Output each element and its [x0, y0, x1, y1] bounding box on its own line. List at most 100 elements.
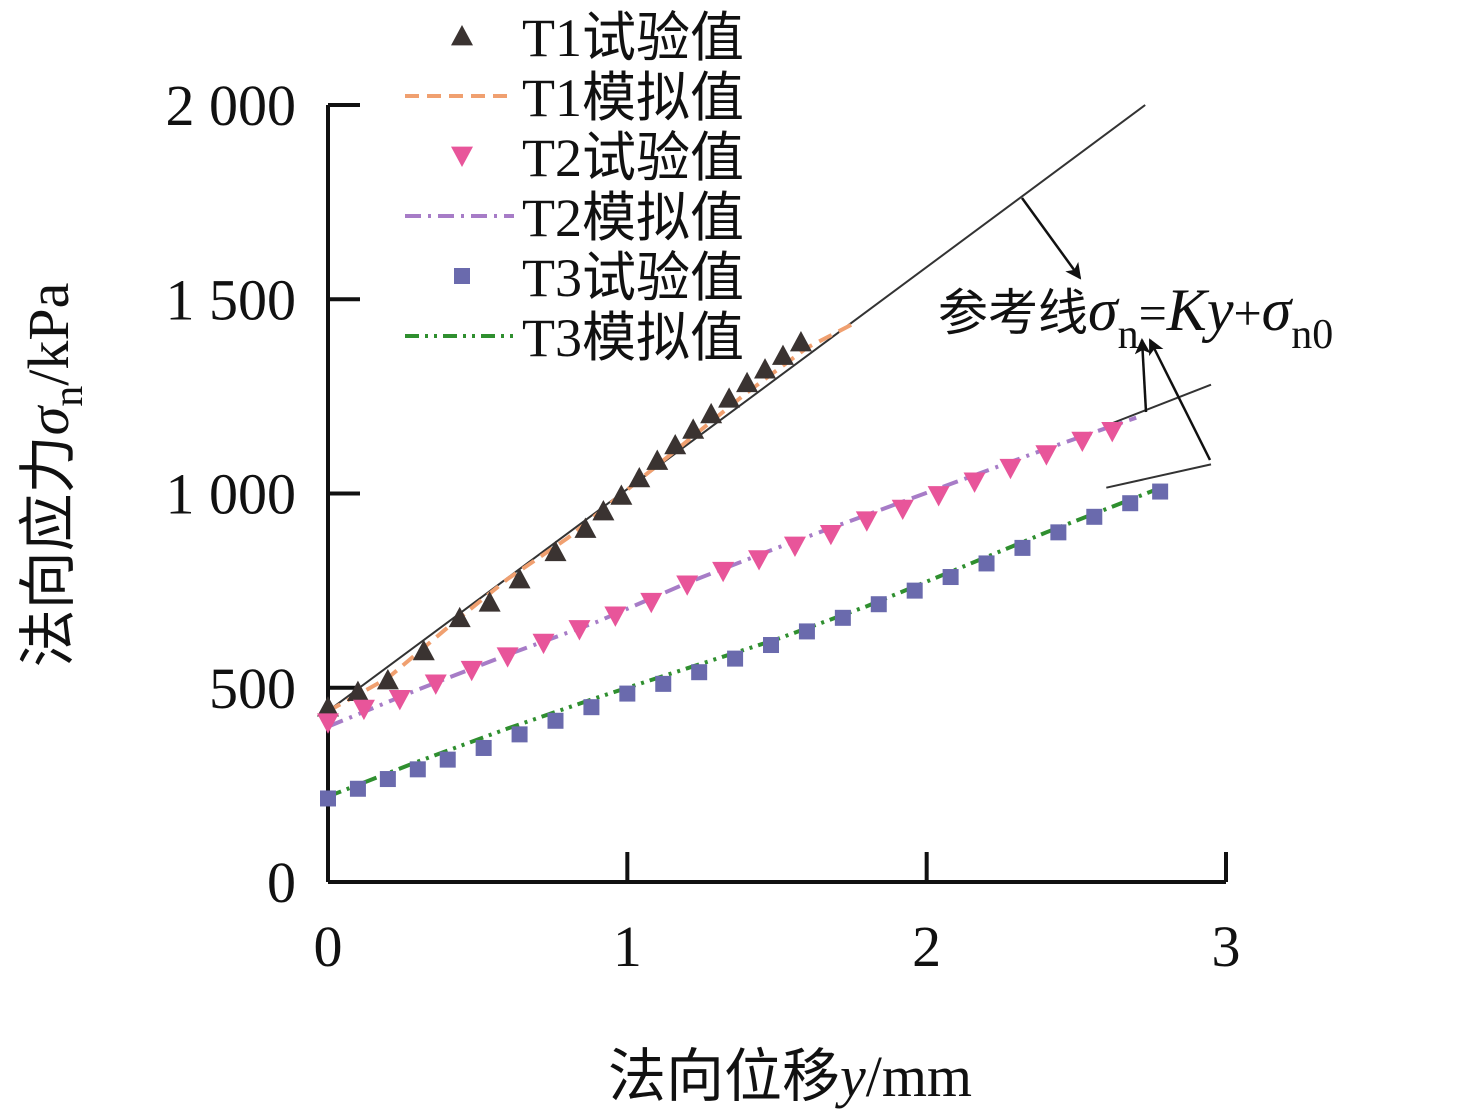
x-tick-label-1: 1	[613, 914, 642, 979]
y-tick-label-0: 0	[267, 850, 296, 915]
legend-label-3: T2模拟值	[522, 188, 744, 248]
reference-line-2	[1105, 383, 1212, 427]
legend-label-1: T1模拟值	[522, 68, 744, 128]
series-0-point-11	[628, 466, 651, 488]
series-2-point-0	[317, 713, 339, 734]
series-2-point-8	[604, 606, 627, 627]
annotation-eq: =	[1139, 285, 1167, 341]
series-0-point-19	[771, 344, 794, 365]
series-4-point-14	[798, 623, 815, 640]
series-2-point-18	[963, 472, 986, 493]
series-line-5	[327, 483, 1167, 799]
series-4-point-1	[349, 780, 366, 797]
annotation-arrow-top	[1020, 197, 1082, 280]
series-0-point-4	[448, 606, 471, 628]
series-2-point-12	[748, 550, 771, 571]
series-2-point-5	[496, 647, 519, 668]
x-axis-title-unit: /mm	[866, 1044, 972, 1109]
series-2-point-21	[1071, 431, 1094, 453]
annotation-y: y	[1201, 277, 1234, 343]
y-axis-title-sub: n	[46, 386, 92, 407]
reference-annotation: 参考线σn=Ky+σn0	[938, 197, 1333, 461]
x-ticks: 0 1 2 3	[314, 852, 1241, 979]
series-0-point-17	[736, 371, 759, 393]
series-4-point-18	[942, 569, 959, 586]
series-0-point-2	[376, 668, 399, 690]
series-2-point-13	[783, 536, 806, 557]
series-0-point-15	[700, 402, 723, 424]
reference-line-3	[1106, 463, 1212, 489]
series-4-point-7	[547, 712, 564, 729]
legend-label-4: T3试验值	[522, 248, 744, 308]
series-2-point-16	[891, 499, 914, 521]
annotation-k: K	[1166, 277, 1210, 343]
annotation-arrow-bottom	[1148, 338, 1212, 461]
series-2-point-15	[855, 511, 878, 532]
series-4-point-24	[1152, 483, 1169, 500]
series-0-point-9	[592, 499, 615, 521]
x-axis-title: 法向位移y/mm	[608, 1044, 972, 1109]
series-0-point-12	[646, 449, 669, 470]
series-4-point-0	[320, 790, 336, 807]
simulation-lines	[327, 322, 1167, 799]
annotation-sub-n: n	[1118, 312, 1139, 358]
series-2-point-14	[819, 524, 842, 546]
y-axis-title-var: σ	[16, 404, 81, 435]
series-2-point-3	[424, 674, 447, 695]
annotation-prefix: 参考线	[938, 285, 1088, 341]
x-tick-label-2: 2	[912, 914, 941, 979]
test-markers	[317, 330, 1169, 807]
series-0-point-18	[754, 358, 777, 379]
legend-symbol-2	[451, 146, 473, 167]
annotation-plus: +	[1233, 285, 1261, 341]
series-4-point-22	[1086, 508, 1103, 525]
series-2-point-2	[388, 690, 411, 711]
y-ticks: 0 500 1 000 1 500 2 000	[166, 73, 360, 915]
series-0-point-16	[718, 387, 741, 408]
y-tick-label-3: 1 500	[166, 267, 297, 332]
series-4-point-19	[978, 555, 995, 572]
series-0-point-5	[478, 591, 501, 612]
series-4-point-2	[379, 771, 396, 788]
series-4-point-12	[727, 650, 744, 667]
series-2-point-20	[1035, 445, 1058, 466]
y-axis-title: 法向应力σn/kPa	[16, 283, 92, 668]
series-4-point-23	[1122, 495, 1139, 512]
series-2-point-4	[460, 660, 483, 682]
reference-line-1	[327, 104, 1146, 712]
x-axis-title-var: y	[835, 1044, 866, 1109]
y-tick-label-1: 500	[209, 656, 296, 721]
axes	[326, 105, 1226, 884]
series-0-point-8	[574, 517, 597, 538]
series-0-point-13	[664, 433, 687, 455]
series-4-point-9	[619, 685, 636, 702]
series-0-point-0	[317, 696, 339, 717]
series-4-point-15	[834, 609, 851, 626]
series-2-point-7	[568, 620, 591, 641]
series-4-point-5	[475, 739, 492, 756]
series-0-point-10	[610, 484, 633, 505]
annotation-arrow-mid	[1134, 338, 1151, 413]
series-2-point-9	[640, 592, 663, 614]
y-axis-title-unit: /kPa	[16, 283, 81, 386]
annotation-sigma-2: σ	[1262, 277, 1294, 343]
series-4-point-6	[511, 726, 528, 743]
series-2-point-22	[1101, 421, 1124, 443]
y-axis-title-prefix: 法向应力	[16, 435, 81, 667]
y-tick-label-2: 1 000	[166, 462, 297, 527]
legend-label-0: T1试验值	[522, 8, 744, 68]
reference-lines	[327, 104, 1212, 712]
series-4-point-16	[870, 596, 887, 613]
legend-symbol-0	[451, 25, 473, 46]
series-0-point-6	[508, 567, 531, 589]
series-0-point-14	[682, 418, 705, 439]
series-2-point-1	[352, 699, 375, 721]
annotation-sigma: σ	[1088, 277, 1120, 343]
series-4-point-10	[655, 675, 672, 692]
series-0-point-3	[412, 639, 435, 661]
series-4-point-8	[583, 699, 600, 716]
legend-label-2: T2试验值	[522, 128, 744, 188]
series-2-point-11	[712, 561, 735, 583]
series-2-point-17	[927, 486, 950, 507]
